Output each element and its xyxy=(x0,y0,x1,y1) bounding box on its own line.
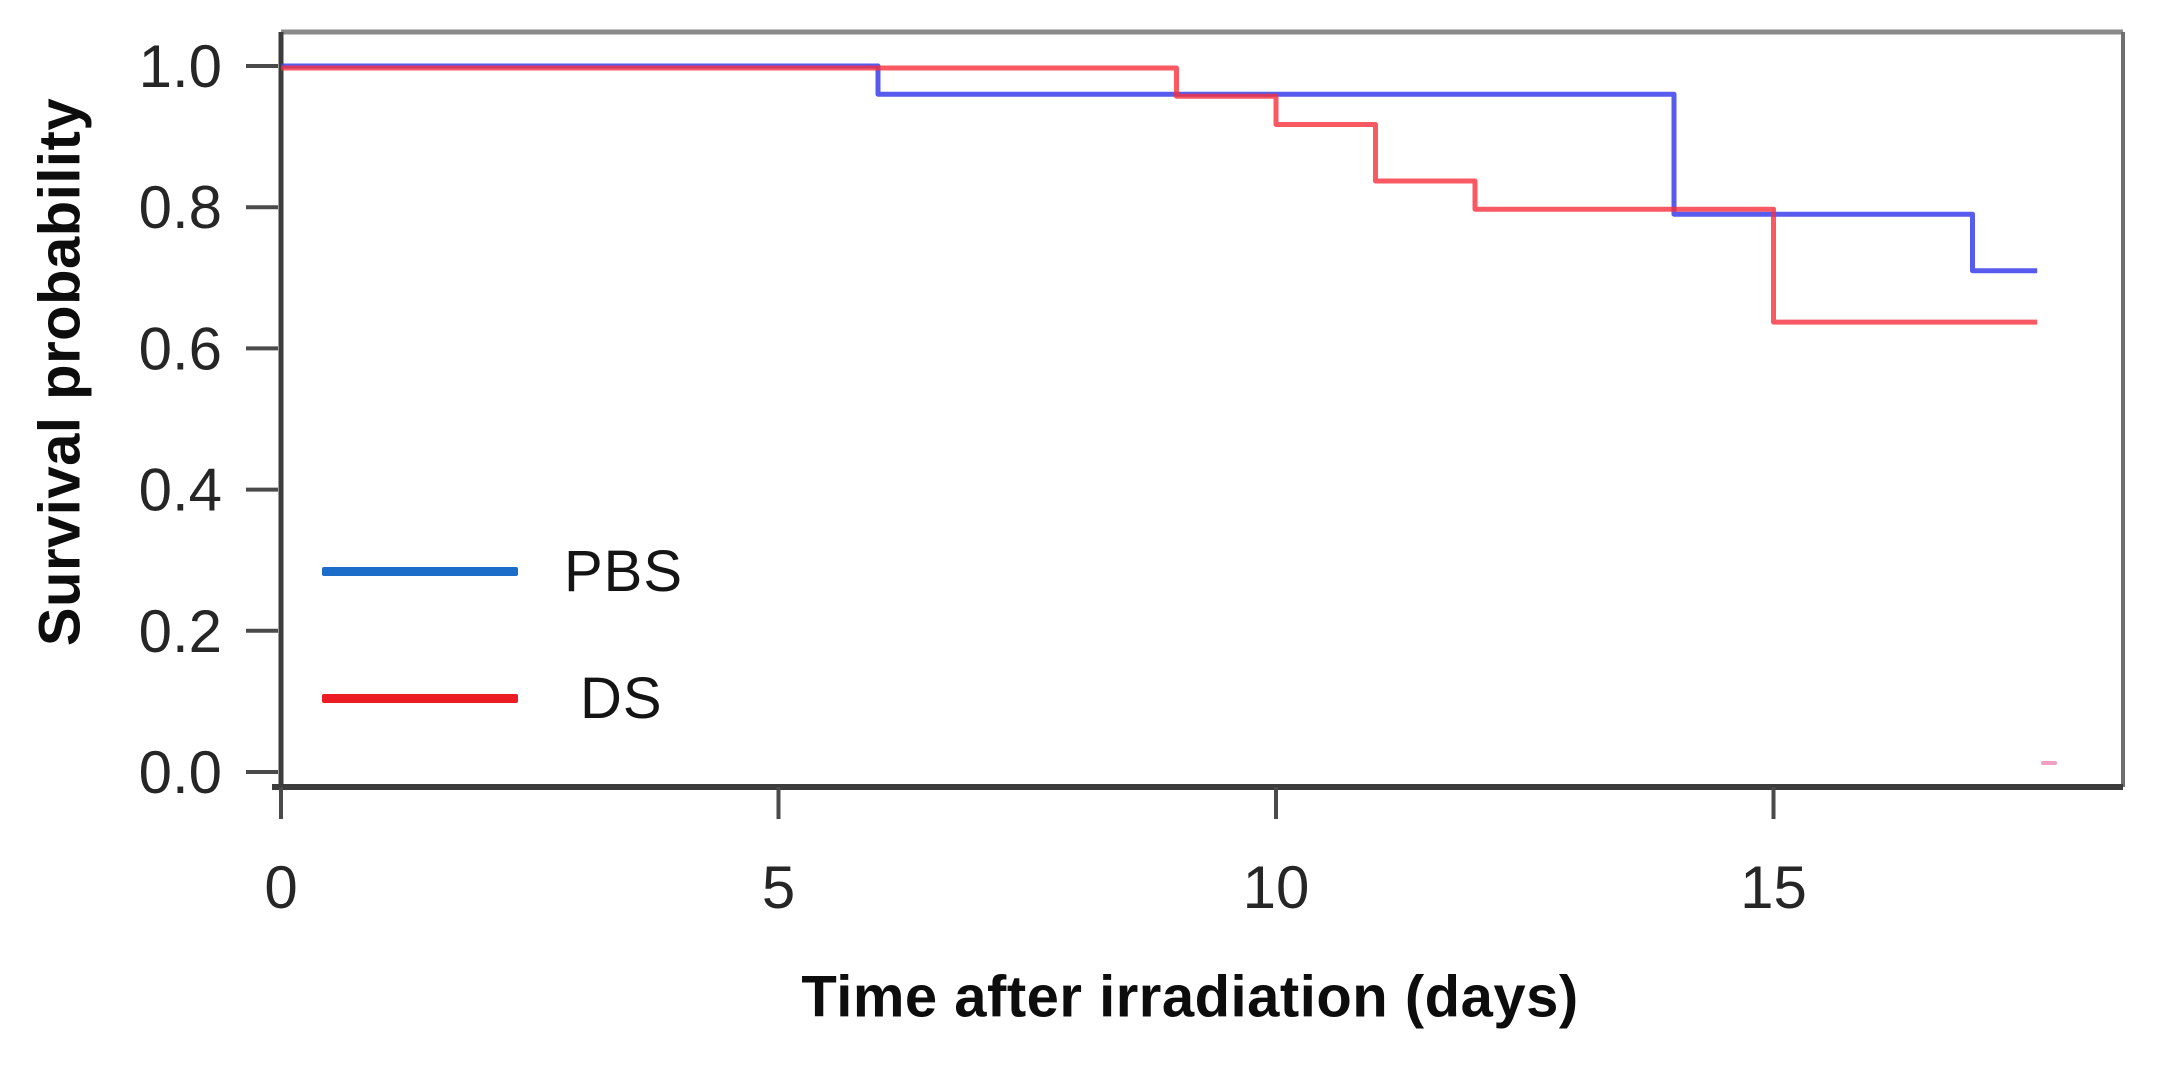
legend-label-pbs: PBS xyxy=(564,538,684,604)
x-axis-title: Time after irradiation (days) xyxy=(801,964,1579,1030)
y-tick-label-0.2: 0.2 xyxy=(139,598,222,665)
x-tick-label-5: 5 xyxy=(762,854,795,921)
y-tick-label-0.6: 0.6 xyxy=(139,315,222,382)
x-tick-label-0: 0 xyxy=(264,854,297,921)
x-tick-label-10: 10 xyxy=(1243,854,1310,921)
legend-swatch-ds-line xyxy=(322,693,518,703)
curve-pbs xyxy=(281,63,2038,274)
y-tick-label-1.0: 1.0 xyxy=(139,33,222,100)
legend-item-ds: DS xyxy=(322,665,663,731)
y-tick-label-0.4: 0.4 xyxy=(139,457,222,524)
x-tick-label-15: 15 xyxy=(1740,854,1807,921)
legend-label-ds: DS xyxy=(580,665,663,731)
stray-pink-mark xyxy=(2041,761,2057,765)
legend-item-pbs: PBS xyxy=(322,538,683,604)
y-tick-label-0.8: 0.8 xyxy=(139,174,222,241)
y-axis-title: Survival probability xyxy=(27,97,93,647)
legend-swatch-pbs-line xyxy=(322,566,518,576)
y-tick-label-0.0: 0.0 xyxy=(139,739,222,806)
curve-ds xyxy=(281,65,2038,325)
